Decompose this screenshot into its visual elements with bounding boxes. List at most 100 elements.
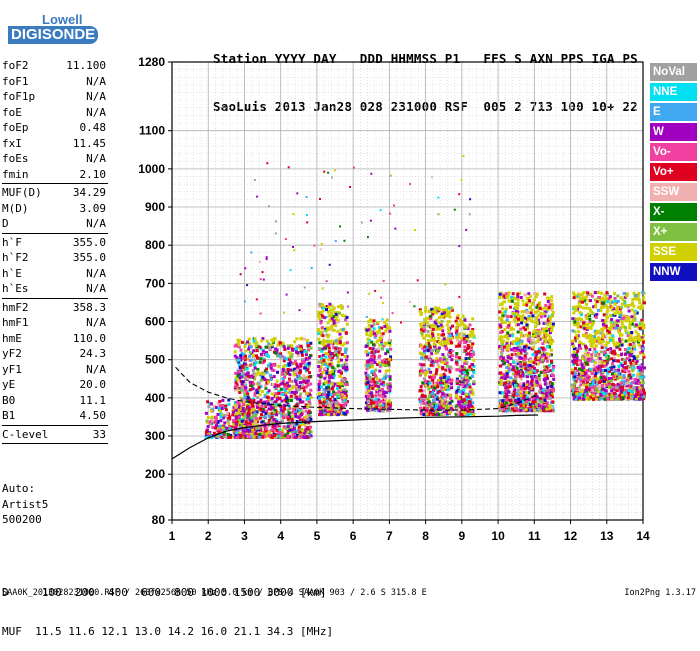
echo-point	[325, 308, 328, 311]
echo-point	[523, 310, 526, 313]
x-tick-label: 5	[314, 529, 321, 543]
echo-point	[211, 426, 214, 429]
echo-point	[521, 340, 524, 343]
echo-point	[537, 362, 540, 365]
echo-point	[285, 387, 288, 390]
echo-point	[541, 358, 544, 361]
echo-point	[462, 389, 465, 392]
echo-point	[537, 337, 540, 340]
echo-point	[546, 370, 549, 373]
echo-point	[386, 350, 389, 353]
echo-point	[530, 375, 533, 378]
echo-point	[543, 293, 546, 296]
echo-point	[510, 296, 513, 299]
echo-point	[542, 389, 545, 392]
echo-point	[498, 310, 501, 313]
echo-point	[467, 352, 470, 355]
echo-point	[371, 351, 374, 354]
echo-point	[242, 407, 245, 410]
echo-point	[340, 359, 343, 362]
echo-point	[271, 397, 274, 400]
echo-point	[324, 409, 327, 412]
echo-point	[438, 316, 441, 319]
echo-point	[273, 434, 276, 437]
echo-point	[544, 382, 547, 385]
echo-point	[338, 351, 341, 354]
echo-point	[276, 348, 279, 351]
echo-point	[443, 413, 446, 416]
echo-point	[337, 361, 340, 364]
echo-point	[437, 333, 440, 336]
echo-point	[450, 358, 453, 361]
echo-point	[322, 334, 325, 337]
echo-point	[367, 342, 370, 345]
echo-point	[334, 350, 337, 353]
echo-point	[520, 296, 523, 299]
x-tick-label: 6	[350, 529, 357, 543]
echo-point	[420, 332, 423, 335]
echo-point	[427, 330, 430, 333]
echo-point	[433, 340, 436, 343]
echo-point	[331, 366, 334, 369]
echo-point	[628, 310, 631, 313]
echo-point	[471, 375, 474, 378]
echo-point	[264, 385, 267, 388]
echo-point	[324, 381, 327, 384]
echo-point	[436, 382, 439, 385]
echo-point	[446, 323, 449, 326]
echo-point	[338, 375, 341, 378]
echo-point	[473, 334, 476, 337]
echo-point	[424, 306, 427, 309]
echo-point	[447, 376, 450, 379]
echo-point	[344, 413, 347, 416]
echo-point	[523, 395, 526, 398]
echo-point	[517, 398, 520, 401]
echo-point	[328, 379, 331, 382]
y-tick-label: 1000	[138, 162, 165, 176]
echo-point	[502, 357, 505, 360]
echo-point	[228, 415, 231, 418]
echo-point	[472, 359, 475, 362]
echo-point	[463, 334, 466, 337]
echo-point	[287, 435, 290, 438]
echo-point	[206, 420, 209, 423]
echo-point	[383, 325, 386, 328]
echo-point	[525, 391, 528, 394]
y-tick-label: 1100	[139, 124, 165, 138]
echo-point	[423, 318, 426, 321]
echo-point	[633, 315, 636, 318]
echo-point	[283, 408, 286, 411]
echo-point	[274, 351, 277, 354]
echo-point	[332, 393, 335, 396]
echo-point	[441, 315, 444, 318]
echo-point	[441, 392, 444, 395]
echo-point	[528, 299, 531, 302]
echo-point	[449, 307, 452, 310]
echo-point	[447, 353, 450, 356]
echo-point	[292, 408, 295, 411]
echo-point	[422, 337, 425, 340]
echo-point	[318, 392, 321, 395]
echo-point	[342, 391, 345, 394]
echo-point	[268, 389, 271, 392]
echo-point	[307, 431, 310, 434]
echo-point	[511, 407, 514, 410]
echo-point	[433, 337, 436, 340]
echo-point	[245, 373, 248, 376]
echo-point	[526, 375, 529, 378]
echo-point	[341, 382, 344, 385]
echo-point	[431, 379, 434, 382]
echo-point	[425, 343, 428, 346]
echo-point	[519, 356, 522, 359]
echo-point	[293, 374, 296, 377]
echo-point	[524, 367, 527, 370]
echo-point	[277, 385, 280, 388]
echo-point	[509, 376, 512, 379]
echo-point	[252, 414, 255, 417]
echo-point	[545, 394, 548, 397]
echo-point	[234, 385, 237, 388]
echo-point	[436, 385, 439, 388]
echo-point	[520, 332, 523, 335]
x-tick-label: 11	[528, 529, 541, 543]
